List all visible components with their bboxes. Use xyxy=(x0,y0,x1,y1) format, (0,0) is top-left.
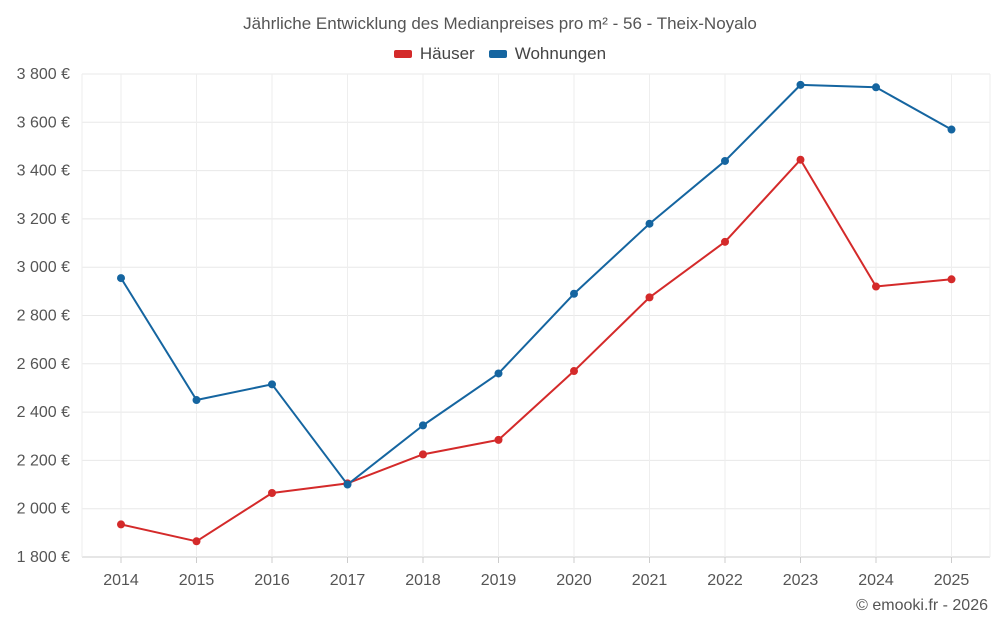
series-line-wohnungen xyxy=(120,83,952,486)
y-tick-label: 2 000 € xyxy=(17,501,70,518)
data-point-wohnungen[interactable] xyxy=(494,369,503,378)
x-tick-label: 2023 xyxy=(783,572,819,589)
y-tick-label: 2 400 € xyxy=(17,404,70,421)
y-axis: 1 800 € 2 000 € 2 200 € 2 400 € 2 600 € 2 800… xyxy=(17,66,70,566)
y-tick-label: 3 800 € xyxy=(17,66,70,83)
series-line-haeuser xyxy=(120,158,952,543)
x-tick-label: 2025 xyxy=(934,572,970,589)
data-point-wohnungen[interactable] xyxy=(268,380,276,389)
chart-title: Jährliche Entwicklung des Medianpreises … xyxy=(243,14,757,33)
data-point-haeuser[interactable] xyxy=(117,520,125,529)
data-point-haeuser[interactable] xyxy=(947,275,956,284)
x-tick-label: 2017 xyxy=(330,572,366,589)
data-point-haeuser[interactable] xyxy=(419,450,427,459)
legend-swatch-haeuser xyxy=(393,50,412,58)
x-tick-label: 2019 xyxy=(481,572,517,589)
x-tick-label: 2021 xyxy=(632,572,668,589)
legend-label-haeuser: Häuser xyxy=(419,44,475,63)
data-point-wohnungen[interactable] xyxy=(645,219,654,228)
data-point-haeuser[interactable] xyxy=(796,155,805,164)
x-tick-label: 2022 xyxy=(707,572,743,589)
y-tick-label: 3 400 € xyxy=(17,163,70,180)
copyright: © emooki.fr - 2026 xyxy=(856,597,988,614)
y-tick-label: 3 000 € xyxy=(17,259,70,276)
x-tick-label: 2016 xyxy=(254,572,290,589)
data-point-wohnungen[interactable] xyxy=(117,274,125,283)
x-tick-label: 2018 xyxy=(405,572,441,589)
data-point-wohnungen[interactable] xyxy=(192,396,201,405)
data-point-wohnungen[interactable] xyxy=(721,156,729,165)
data-point-haeuser[interactable] xyxy=(494,435,503,444)
data-point-wohnungen[interactable] xyxy=(947,125,956,134)
x-axis: 2014 2015 2016 2017 2018 2019 2020 2021 2022 2023… xyxy=(103,557,969,589)
data-point-wohnungen[interactable] xyxy=(796,80,805,89)
y-tick-label: 1 800 € xyxy=(17,549,70,566)
grid xyxy=(81,73,991,558)
legend-label-wohnungen: Wohnungen xyxy=(514,44,607,63)
data-point-wohnungen[interactable] xyxy=(419,421,427,430)
data-point-haeuser[interactable] xyxy=(192,537,201,546)
data-point-haeuser[interactable] xyxy=(268,489,276,498)
data-point-haeuser[interactable] xyxy=(721,237,729,246)
data-point-wohnungen[interactable] xyxy=(343,480,352,489)
data-point-haeuser[interactable] xyxy=(645,293,654,302)
data-point-haeuser[interactable] xyxy=(570,367,578,376)
y-tick-label: 2 600 € xyxy=(17,356,70,373)
legend-item-haeuser[interactable]: Häuser xyxy=(393,44,475,64)
y-tick-label: 3 600 € xyxy=(17,114,70,131)
data-point-wohnungen[interactable] xyxy=(570,289,578,298)
y-tick-label: 2 800 € xyxy=(17,308,70,325)
legend-swatch-wohnungen xyxy=(488,50,507,58)
legend: Häuser Wohnungen xyxy=(0,44,1000,64)
x-tick-label: 2014 xyxy=(103,572,139,589)
data-point-haeuser[interactable] xyxy=(872,282,880,291)
y-tick-label: 2 200 € xyxy=(17,452,70,469)
series-layer xyxy=(117,80,956,546)
legend-item-wohnungen[interactable]: Wohnungen xyxy=(488,44,607,64)
x-tick-label: 2024 xyxy=(858,572,894,589)
y-tick-label: 3 200 € xyxy=(17,211,70,228)
x-tick-label: 2020 xyxy=(556,572,592,589)
x-tick-label: 2015 xyxy=(179,572,215,589)
data-point-wohnungen[interactable] xyxy=(872,83,880,92)
